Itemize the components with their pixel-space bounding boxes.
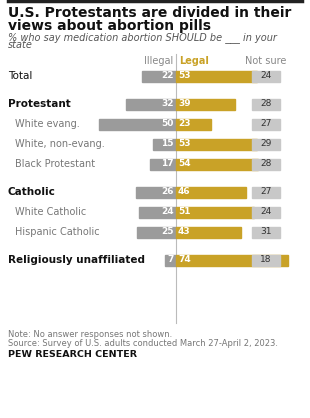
Bar (176, 255, 289, 265)
Text: 39: 39 (178, 99, 191, 109)
Bar (252, 71, 280, 82)
Bar (252, 206, 280, 217)
Text: Total: Total (8, 71, 32, 81)
Text: 54: 54 (178, 160, 191, 168)
Text: 53: 53 (178, 140, 191, 148)
Text: 24: 24 (162, 207, 174, 217)
Bar (252, 99, 280, 110)
Text: 15: 15 (162, 140, 174, 148)
Bar (137, 227, 176, 237)
Text: Legal: Legal (179, 56, 209, 66)
Bar (252, 158, 280, 170)
Text: Catholic: Catholic (8, 187, 56, 197)
Text: 22: 22 (162, 71, 174, 81)
Text: 74: 74 (178, 255, 191, 265)
Text: 51: 51 (178, 207, 191, 217)
Text: Illegal: Illegal (144, 56, 173, 66)
Text: 29: 29 (260, 140, 272, 148)
Text: 53: 53 (178, 71, 191, 81)
Text: White, non-evang.: White, non-evang. (15, 139, 105, 149)
Bar (165, 255, 176, 265)
Text: Religiously unaffiliated: Religiously unaffiliated (8, 255, 145, 265)
Text: 18: 18 (260, 255, 272, 265)
Text: 46: 46 (178, 188, 191, 196)
Text: 23: 23 (178, 120, 191, 128)
Text: 7: 7 (168, 255, 174, 265)
Text: PEW RESEARCH CENTER: PEW RESEARCH CENTER (8, 350, 137, 359)
Text: 43: 43 (178, 227, 191, 237)
Text: Not sure: Not sure (245, 56, 287, 66)
Bar (176, 138, 257, 150)
Text: U.S. Protestants are divided in their: U.S. Protestants are divided in their (8, 6, 291, 20)
Bar (139, 206, 176, 217)
Text: Black Protestant: Black Protestant (15, 159, 95, 169)
Text: % who say medication abortion SHOULD be ___ in your: % who say medication abortion SHOULD be … (8, 32, 277, 43)
Bar (252, 227, 280, 237)
Text: 24: 24 (260, 71, 272, 81)
Text: Protestant: Protestant (8, 99, 71, 109)
Bar (252, 186, 280, 197)
Bar (252, 255, 280, 265)
Text: White evang.: White evang. (15, 119, 80, 129)
Bar (176, 158, 258, 170)
Text: 50: 50 (162, 120, 174, 128)
Text: Note: No answer responses not shown.: Note: No answer responses not shown. (8, 330, 172, 339)
Text: 25: 25 (162, 227, 174, 237)
Text: views about abortion pills: views about abortion pills (8, 19, 211, 33)
Bar (252, 118, 280, 130)
Bar (126, 99, 176, 110)
Text: White Catholic: White Catholic (15, 207, 86, 217)
Bar (142, 71, 176, 82)
Text: 28: 28 (260, 160, 272, 168)
Bar (176, 186, 246, 197)
Text: 28: 28 (260, 99, 272, 109)
Text: 27: 27 (260, 120, 272, 128)
Text: 24: 24 (260, 207, 272, 217)
Text: 26: 26 (162, 188, 174, 196)
Text: 17: 17 (162, 160, 174, 168)
Bar (176, 71, 257, 82)
Bar (252, 138, 280, 150)
Bar (176, 227, 241, 237)
Text: 32: 32 (162, 99, 174, 109)
Bar (99, 118, 176, 130)
Text: 31: 31 (260, 227, 272, 237)
Bar (176, 99, 235, 110)
Text: state: state (8, 40, 33, 50)
Text: Source: Survey of U.S. adults conducted March 27-April 2, 2023.: Source: Survey of U.S. adults conducted … (8, 339, 278, 348)
Bar (150, 158, 176, 170)
Bar (176, 206, 254, 217)
Bar (153, 138, 176, 150)
Bar (136, 186, 176, 197)
Text: Hispanic Catholic: Hispanic Catholic (15, 227, 100, 237)
Bar (176, 118, 211, 130)
Text: 27: 27 (260, 188, 272, 196)
